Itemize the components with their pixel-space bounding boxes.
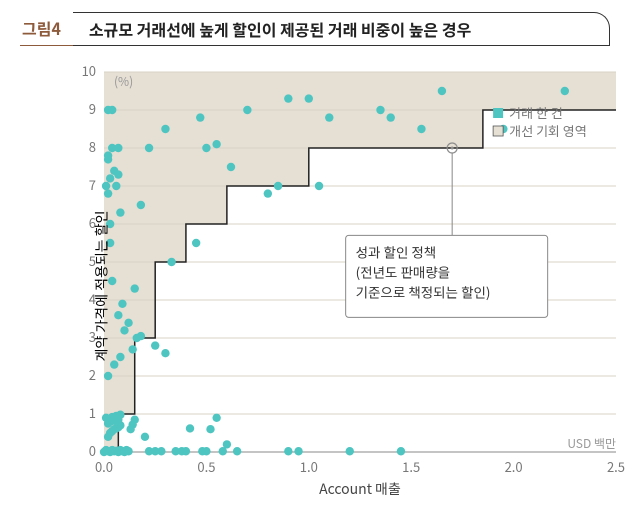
callout-text-line: 성과 할인 정책	[356, 241, 437, 261]
data-point	[106, 174, 114, 182]
data-point	[438, 87, 446, 95]
data-point	[376, 106, 384, 114]
data-point	[161, 125, 169, 133]
data-point	[104, 151, 112, 159]
x-unit-label: USD 백만	[567, 435, 616, 452]
data-point	[196, 113, 204, 121]
data-point	[124, 447, 132, 455]
data-point	[212, 414, 220, 422]
data-point	[167, 258, 175, 266]
callout-anchor-dot	[451, 147, 454, 150]
data-point	[227, 163, 235, 171]
data-point	[186, 424, 194, 432]
data-point	[120, 326, 128, 334]
data-point	[264, 189, 272, 197]
x-tick-label: 0.5	[197, 457, 215, 476]
data-point	[102, 182, 110, 190]
data-point	[112, 182, 120, 190]
data-point	[325, 113, 333, 121]
data-point	[182, 447, 190, 455]
x-tick-label: 1.5	[402, 457, 420, 476]
data-point	[116, 208, 124, 216]
y-tick-label: 7	[89, 175, 96, 194]
legend-label-0: 거래 한 건	[509, 103, 563, 122]
data-point	[305, 94, 313, 102]
data-point	[417, 125, 425, 133]
x-tick-label: 2.5	[607, 457, 625, 476]
data-point	[243, 106, 251, 114]
data-point	[206, 425, 214, 433]
x-tick-label: 2.0	[505, 457, 523, 476]
data-point	[137, 201, 145, 209]
data-point	[561, 87, 569, 95]
data-point	[284, 94, 292, 102]
badge-text: 그림4	[22, 16, 61, 40]
data-point	[192, 239, 200, 247]
y-tick-label: 2	[89, 365, 96, 384]
figure-number-badge: 그림4	[20, 12, 73, 46]
legend-marker-dot	[493, 108, 503, 118]
data-point	[118, 300, 126, 308]
x-axis-label: Account 매출	[319, 479, 401, 499]
x-tick-label: 0.0	[95, 457, 113, 476]
scatter-chart-svg: 012345678910(%)0.00.51.01.52.02.5USD 백만A…	[68, 66, 628, 506]
data-point	[128, 345, 136, 353]
data-point	[110, 360, 118, 368]
data-point	[346, 447, 354, 455]
data-point	[114, 144, 122, 152]
data-point	[145, 144, 153, 152]
data-point	[104, 189, 112, 197]
y-axis-label: 계약 가격에 적용되는 할인	[92, 210, 112, 361]
data-point	[202, 447, 210, 455]
figure-title-box: 소규모 거래선에 높게 할인이 제공된 거래 비중이 높은 경우	[73, 12, 610, 46]
data-point	[397, 447, 405, 455]
data-point	[284, 447, 292, 455]
x-tick-label: 1.0	[300, 457, 318, 476]
data-point	[233, 447, 241, 455]
callout-text-line: 기준으로 책정되는 할인)	[356, 281, 491, 301]
y-unit-label: (%)	[114, 73, 133, 90]
data-point	[124, 319, 132, 327]
data-point	[108, 106, 116, 114]
data-point	[202, 144, 210, 152]
data-point	[151, 341, 159, 349]
data-point	[294, 447, 302, 455]
data-point	[161, 349, 169, 357]
y-tick-label: 1	[89, 403, 96, 422]
data-point	[387, 113, 395, 121]
data-point	[110, 167, 118, 175]
figure-title: 소규모 거래선에 높게 할인이 제공된 거래 비중이 높은 경우	[89, 17, 471, 41]
legend-marker-region	[493, 126, 503, 136]
y-tick-label: 9	[89, 99, 96, 118]
data-point	[141, 433, 149, 441]
data-point	[223, 440, 231, 448]
data-point	[157, 447, 165, 455]
data-point	[212, 140, 220, 148]
data-point	[114, 311, 122, 319]
data-point	[116, 411, 124, 419]
data-point	[116, 353, 124, 361]
y-tick-label: 10	[82, 66, 96, 80]
data-point	[131, 284, 139, 292]
y-tick-label: 8	[89, 137, 96, 156]
data-point	[104, 372, 112, 380]
legend-label-1: 개선 기회 영역	[509, 121, 587, 140]
chart: 012345678910(%)0.00.51.01.52.02.5USD 백만A…	[68, 66, 610, 506]
data-point	[315, 182, 323, 190]
callout-text-line: (전년도 판매량을	[356, 261, 451, 281]
data-point	[131, 416, 139, 424]
data-point	[274, 182, 282, 190]
data-point	[137, 332, 145, 340]
